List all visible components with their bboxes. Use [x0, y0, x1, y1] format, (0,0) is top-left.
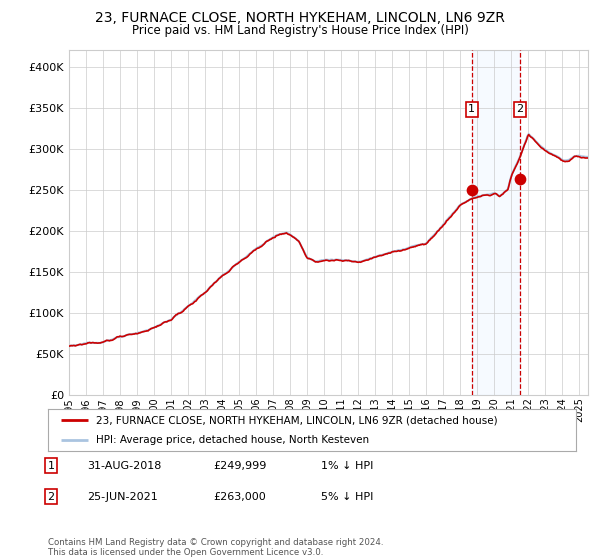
Text: £263,000: £263,000 [213, 492, 266, 502]
Bar [472, 50, 520, 395]
Text: Contains HM Land Registry data © Crown copyright and database right 2024.
This d: Contains HM Land Registry data © Crown c… [48, 538, 383, 557]
Point [467, 185, 476, 194]
Text: 23, FURNACE CLOSE, NORTH HYKEHAM, LINCOLN, LN6 9ZR: 23, FURNACE CLOSE, NORTH HYKEHAM, LINCOL… [95, 11, 505, 25]
Text: 1: 1 [468, 105, 475, 114]
Text: 1: 1 [47, 461, 55, 471]
Text: Price paid vs. HM Land Registry's House Price Index (HPI): Price paid vs. HM Land Registry's House … [131, 24, 469, 36]
Text: 25-JUN-2021: 25-JUN-2021 [87, 492, 158, 502]
Text: £249,999: £249,999 [213, 461, 266, 471]
Text: 2: 2 [516, 105, 523, 114]
Text: 2: 2 [47, 492, 55, 502]
Text: 23, FURNACE CLOSE, NORTH HYKEHAM, LINCOLN, LN6 9ZR (detached house): 23, FURNACE CLOSE, NORTH HYKEHAM, LINCOL… [95, 415, 497, 425]
Text: HPI: Average price, detached house, North Kesteven: HPI: Average price, detached house, Nort… [95, 435, 368, 445]
Text: 31-AUG-2018: 31-AUG-2018 [87, 461, 161, 471]
Point [515, 175, 524, 184]
Text: 1% ↓ HPI: 1% ↓ HPI [321, 461, 373, 471]
Text: 5% ↓ HPI: 5% ↓ HPI [321, 492, 373, 502]
